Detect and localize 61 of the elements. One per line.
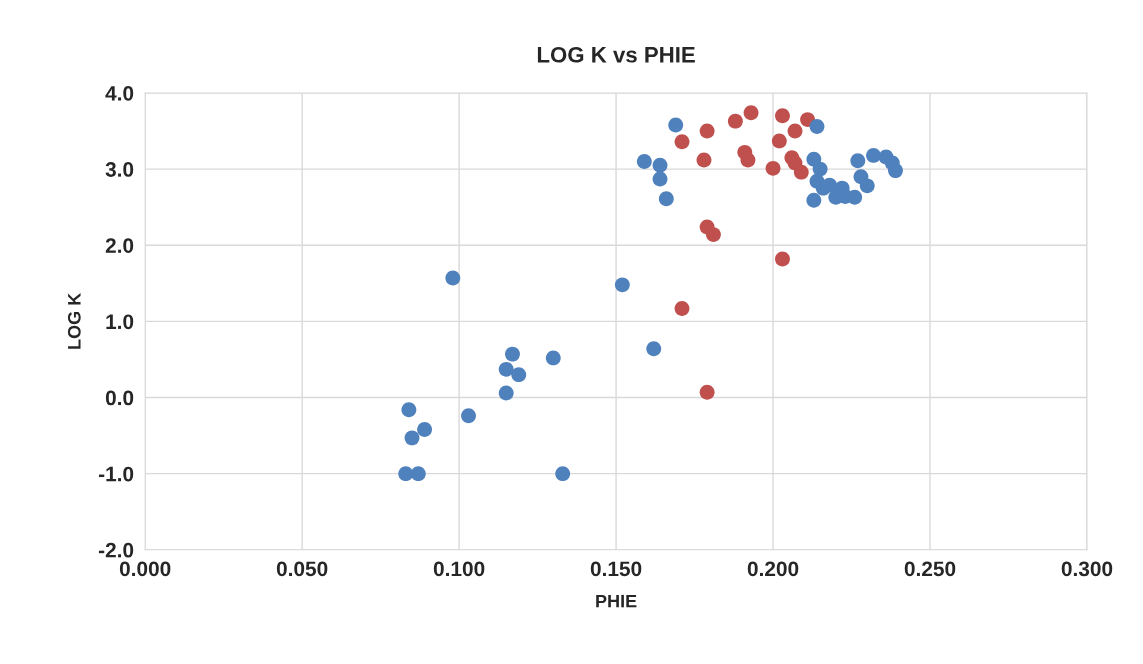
point bbox=[809, 119, 825, 134]
point bbox=[652, 171, 668, 187]
y-tick-label: -2.0 bbox=[98, 542, 134, 558]
y-axis-title: LOG K bbox=[67, 292, 81, 349]
x-tick-label: 0.200 bbox=[747, 561, 799, 577]
point bbox=[674, 134, 690, 150]
y-tick-label: -1.0 bbox=[98, 466, 134, 482]
point bbox=[636, 154, 652, 169]
point bbox=[822, 177, 838, 193]
point bbox=[652, 157, 668, 173]
y-tick-label: 3.0 bbox=[105, 162, 134, 177]
y-tick-label: 0.0 bbox=[105, 390, 134, 406]
point bbox=[888, 163, 903, 179]
x-tick-label: 0.050 bbox=[276, 561, 328, 577]
x-tick-label: 0.000 bbox=[119, 561, 171, 577]
point bbox=[404, 430, 420, 446]
x-tick-label: 0.300 bbox=[1061, 561, 1113, 577]
point bbox=[771, 133, 787, 149]
point bbox=[847, 189, 863, 205]
point bbox=[614, 277, 630, 293]
point bbox=[417, 422, 433, 437]
x-tick-label: 0.100 bbox=[433, 561, 485, 577]
point bbox=[699, 123, 715, 139]
point bbox=[398, 466, 414, 482]
point bbox=[806, 192, 822, 208]
point bbox=[410, 466, 426, 482]
point bbox=[545, 350, 561, 366]
point bbox=[850, 153, 866, 169]
point bbox=[812, 161, 828, 177]
y-tick-label: 1.0 bbox=[106, 314, 134, 330]
point bbox=[705, 227, 721, 243]
point bbox=[646, 341, 662, 357]
point bbox=[859, 178, 875, 194]
point bbox=[787, 123, 803, 139]
point bbox=[696, 152, 712, 168]
x-tick-label: 0.250 bbox=[904, 561, 956, 577]
point bbox=[498, 385, 514, 401]
point bbox=[511, 367, 527, 383]
point bbox=[740, 152, 756, 168]
x-axis-title: PHIE bbox=[596, 594, 637, 608]
x-tick-label: 0.150 bbox=[590, 561, 642, 577]
point bbox=[674, 300, 690, 316]
point bbox=[743, 105, 759, 121]
chart-title: LOG K vs PHIE bbox=[537, 46, 695, 63]
point bbox=[505, 346, 520, 362]
point bbox=[727, 113, 743, 129]
point bbox=[699, 384, 715, 400]
point bbox=[555, 466, 571, 482]
point bbox=[658, 191, 674, 207]
point bbox=[775, 251, 790, 267]
point bbox=[775, 108, 790, 124]
point bbox=[401, 402, 417, 418]
y-tick-label: 2.0 bbox=[105, 238, 134, 253]
point bbox=[498, 361, 514, 377]
point bbox=[765, 160, 781, 176]
point bbox=[461, 408, 476, 424]
point bbox=[445, 270, 461, 286]
point bbox=[866, 147, 881, 163]
point bbox=[668, 117, 684, 133]
y-tick-label: 4.0 bbox=[105, 85, 134, 101]
point bbox=[793, 164, 809, 180]
